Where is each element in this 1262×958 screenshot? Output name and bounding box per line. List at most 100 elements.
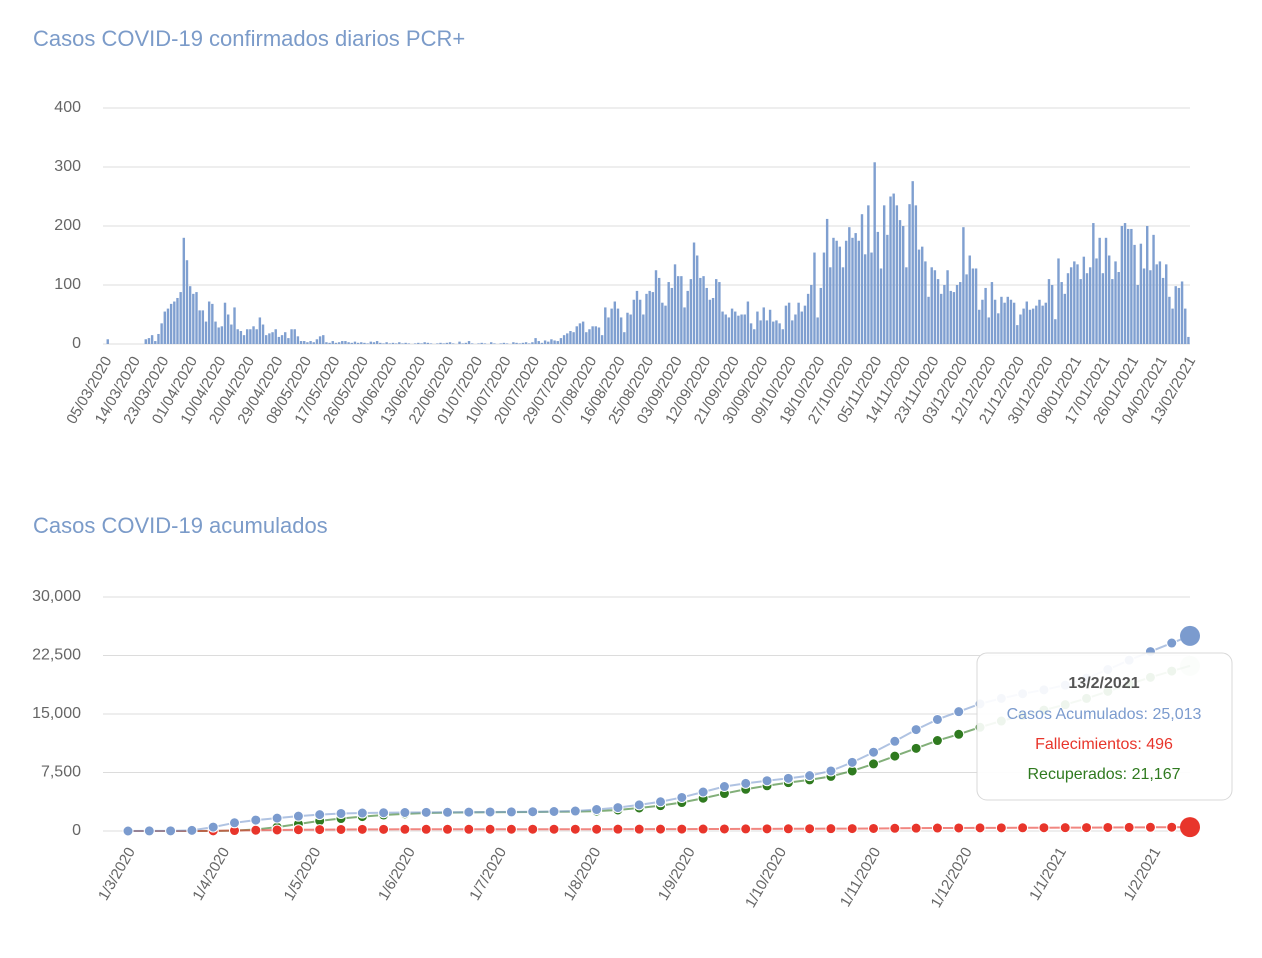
point xyxy=(569,805,581,817)
bar xyxy=(781,329,784,344)
bar xyxy=(1126,228,1130,344)
bar xyxy=(1047,279,1051,344)
point xyxy=(697,823,709,835)
bar xyxy=(959,282,962,344)
bar xyxy=(667,282,670,344)
y-tick-label: 200 xyxy=(54,217,81,234)
bar xyxy=(518,343,521,344)
bar xyxy=(401,343,404,344)
point xyxy=(314,824,326,836)
bar xyxy=(968,255,971,344)
bar xyxy=(1038,299,1041,344)
point xyxy=(825,823,837,835)
x-tick-label: 1/11/2020 xyxy=(837,844,885,909)
bar xyxy=(892,193,895,344)
bar xyxy=(730,308,734,344)
bar xyxy=(1057,258,1060,344)
bar xyxy=(366,343,369,344)
bar xyxy=(689,279,693,344)
bar xyxy=(936,279,940,344)
bar xyxy=(413,343,417,344)
bar xyxy=(1044,302,1048,344)
bar xyxy=(439,342,442,344)
bar xyxy=(990,282,994,344)
bar xyxy=(772,321,775,344)
bar xyxy=(876,231,880,344)
bar xyxy=(867,205,870,344)
y-tick-label: 400 xyxy=(54,99,81,116)
bar xyxy=(984,287,987,344)
bar xyxy=(654,270,658,344)
bar xyxy=(683,307,686,344)
bar xyxy=(391,342,395,344)
bar xyxy=(543,340,547,344)
tooltip-line: Casos Acumulados: 25,013 xyxy=(1007,706,1202,723)
bar xyxy=(626,312,629,344)
bar xyxy=(448,342,452,344)
point xyxy=(1166,637,1178,649)
bar xyxy=(743,314,746,344)
bar xyxy=(312,342,315,344)
point xyxy=(676,791,688,803)
point xyxy=(292,810,304,822)
point xyxy=(484,806,496,818)
point xyxy=(761,775,773,787)
bar xyxy=(245,329,249,344)
bar xyxy=(816,317,819,344)
bar xyxy=(673,264,677,344)
bar xyxy=(575,326,578,344)
bar xyxy=(987,317,990,344)
point xyxy=(335,807,347,819)
bar xyxy=(445,342,449,344)
bar xyxy=(1031,308,1035,344)
bar xyxy=(182,237,186,344)
bar xyxy=(1092,223,1095,344)
bar xyxy=(188,286,192,344)
bar xyxy=(1114,261,1117,344)
point xyxy=(356,823,368,835)
bar xyxy=(797,302,800,344)
point xyxy=(420,806,432,818)
point xyxy=(718,781,730,793)
bar xyxy=(239,331,243,344)
point xyxy=(143,825,155,837)
bar xyxy=(274,329,277,344)
bar xyxy=(974,268,978,344)
point xyxy=(591,823,603,835)
bar xyxy=(581,321,585,344)
bar xyxy=(287,338,290,344)
bar xyxy=(1041,305,1044,344)
point xyxy=(1102,821,1114,833)
bar xyxy=(426,342,430,344)
point xyxy=(1081,822,1093,834)
bar xyxy=(150,335,154,344)
bar xyxy=(898,220,902,344)
bar xyxy=(1009,299,1013,344)
bar xyxy=(832,237,835,344)
bar xyxy=(914,205,918,344)
bar xyxy=(404,342,407,344)
bar xyxy=(753,329,756,344)
point xyxy=(335,823,347,835)
bar xyxy=(515,342,518,344)
point xyxy=(953,822,965,834)
bar xyxy=(746,301,750,344)
point xyxy=(271,812,283,824)
bar xyxy=(277,336,281,344)
bar xyxy=(265,335,268,344)
bar xyxy=(299,341,303,344)
point xyxy=(633,823,645,835)
bar xyxy=(1142,268,1146,344)
bar xyxy=(946,270,949,344)
bar xyxy=(325,342,328,344)
bar xyxy=(524,342,528,344)
bar xyxy=(635,290,639,344)
bar xyxy=(841,267,845,344)
bar xyxy=(521,342,525,344)
bar xyxy=(242,335,246,344)
x-tick-label: 1/7/2020 xyxy=(466,844,510,903)
bar xyxy=(331,341,334,344)
bar xyxy=(1022,308,1025,344)
bar xyxy=(1025,301,1028,344)
bar xyxy=(185,260,189,344)
